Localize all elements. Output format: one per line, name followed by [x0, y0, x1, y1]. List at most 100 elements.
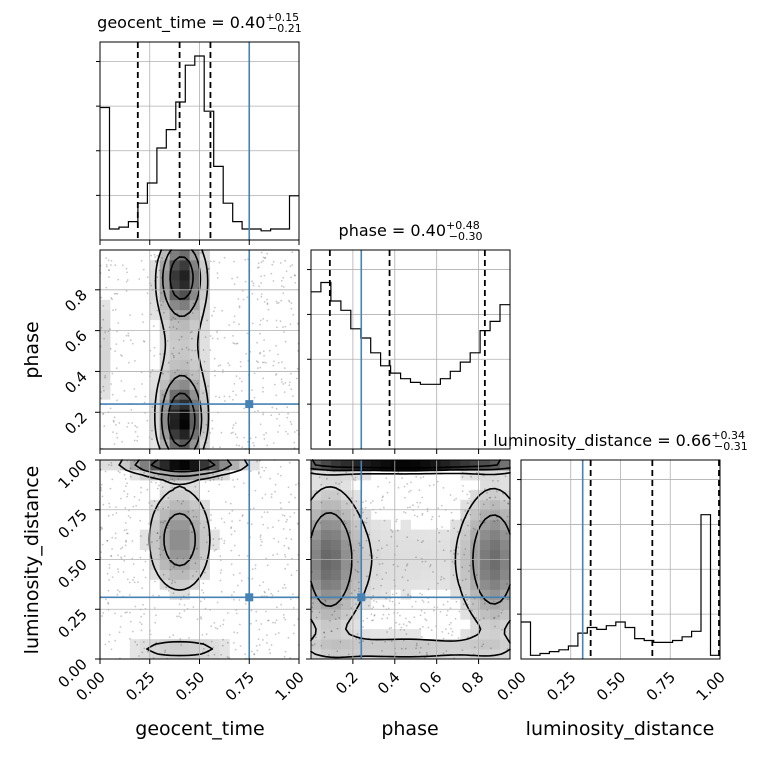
sample-point [221, 309, 224, 312]
density-cell [470, 589, 481, 600]
sample-point [392, 563, 395, 566]
density-cell [320, 609, 332, 620]
sample-point [162, 507, 165, 510]
sample-point [115, 367, 118, 370]
density-cell [490, 609, 501, 620]
density-cell [169, 569, 180, 580]
density-cell [199, 250, 210, 261]
sample-point [265, 361, 267, 364]
sample-point [212, 544, 215, 547]
sample-point [195, 570, 198, 573]
sample-point [160, 304, 163, 306]
density-cell [390, 460, 401, 471]
density-cell [199, 569, 210, 580]
sample-point [143, 401, 146, 404]
sample-point [144, 560, 147, 563]
density-cell [500, 509, 511, 521]
density-cell [311, 639, 322, 650]
sample-point [236, 342, 239, 345]
sample-point [130, 409, 133, 411]
sample-point [260, 623, 263, 625]
sample-point [413, 616, 416, 618]
sample-point [174, 581, 176, 584]
density-cell [370, 539, 382, 550]
sample-point [272, 280, 275, 282]
sample-point [402, 623, 405, 626]
density-cell [400, 629, 411, 640]
density-cell [159, 269, 171, 281]
sample-point [113, 416, 116, 419]
sample-point [209, 349, 212, 351]
sample-point [372, 587, 375, 590]
sample-point [445, 589, 448, 591]
sample-point [391, 530, 394, 533]
sample-point [108, 269, 111, 272]
density-cell [380, 539, 391, 550]
sample-point [111, 576, 114, 578]
sample-point [333, 610, 336, 613]
sample-point [288, 299, 290, 302]
sample-point [270, 592, 273, 595]
sample-point [101, 615, 103, 617]
sample-point [177, 321, 180, 323]
sample-point [126, 578, 129, 581]
sample-point [287, 486, 290, 489]
sample-point [111, 548, 113, 550]
sample-point [158, 484, 160, 487]
density-cell [320, 569, 332, 580]
sample-point [440, 504, 443, 507]
sample-point [233, 530, 236, 532]
sample-point [388, 613, 390, 616]
sample-point [311, 610, 314, 613]
sample-point [136, 439, 139, 442]
density-cell [340, 509, 352, 521]
density-cell [440, 529, 451, 540]
sample-point [166, 527, 169, 529]
density-cell [370, 519, 382, 531]
sample-point [108, 269, 110, 271]
sample-point [405, 617, 407, 620]
sample-point [312, 602, 314, 604]
sample-point [215, 548, 217, 551]
sample-point [365, 521, 368, 524]
truth-marker [245, 400, 254, 409]
sample-point [449, 550, 452, 552]
contour-line [310, 467, 511, 607]
sample-point [423, 612, 426, 614]
sample-point [453, 549, 456, 551]
sample-point [372, 619, 374, 621]
sample-point [158, 594, 160, 597]
sample-point [295, 377, 298, 380]
sample-point [102, 612, 105, 614]
sample-point [478, 619, 481, 622]
sample-point [260, 544, 262, 547]
sample-point [208, 267, 211, 270]
sample-point [106, 572, 109, 575]
density-cell [360, 559, 372, 570]
sample-point [448, 623, 451, 626]
sample-point [220, 654, 223, 656]
sample-point [482, 503, 485, 506]
sample-point [292, 313, 295, 316]
density-cell [311, 569, 322, 580]
sample-point [177, 478, 180, 480]
sample-point [162, 521, 165, 524]
density-cell [430, 559, 441, 570]
density-cell [129, 470, 141, 481]
sample-point [257, 267, 259, 269]
panel-frame [520, 459, 721, 660]
sample-point [126, 279, 129, 281]
histogram-step-line [311, 281, 510, 385]
sample-point [150, 313, 152, 316]
sample-point [246, 332, 249, 335]
sample-point [139, 519, 142, 522]
sample-point [290, 493, 292, 496]
sample-point [438, 531, 441, 534]
sample-point [233, 383, 236, 385]
sample-point [108, 640, 110, 643]
sample-point [219, 625, 222, 627]
sample-point [129, 314, 132, 316]
density-cell [169, 299, 180, 311]
sample-point [172, 634, 175, 637]
